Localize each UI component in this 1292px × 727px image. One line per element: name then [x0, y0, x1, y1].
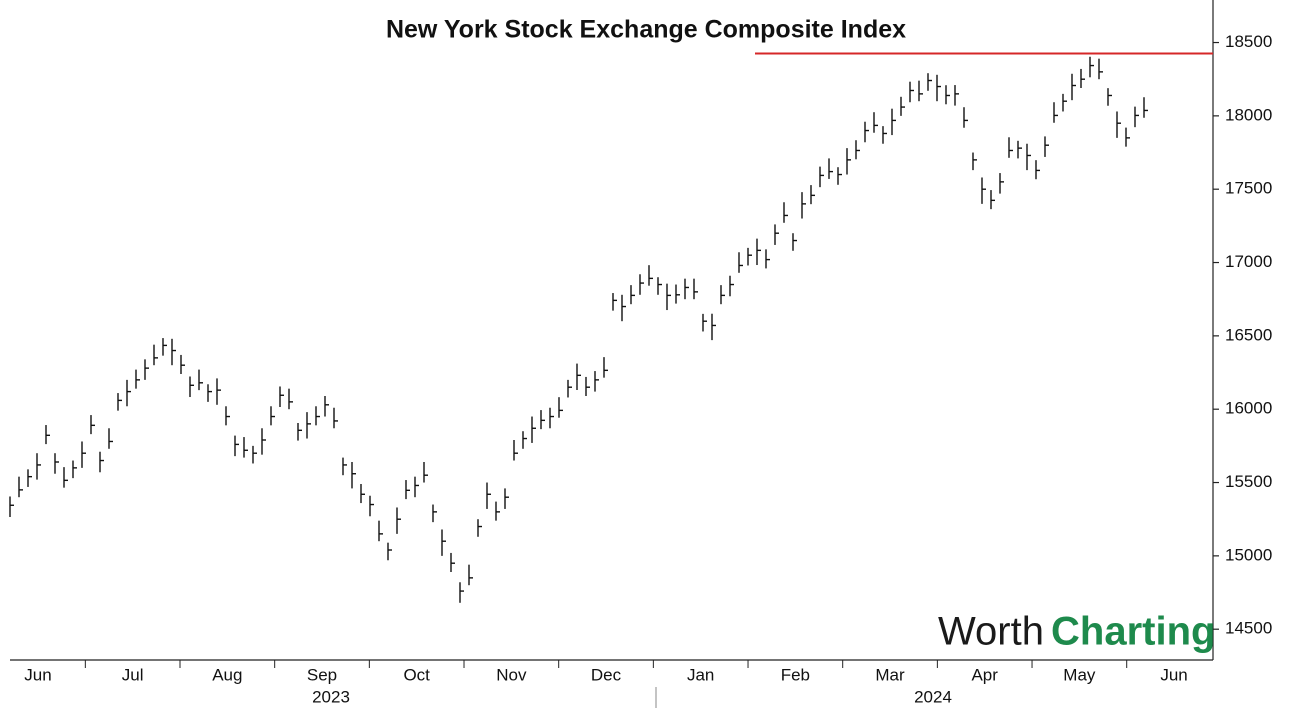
- x-tick-label: Feb: [781, 665, 810, 684]
- x-tick-label: Oct: [403, 665, 430, 684]
- x-tick-label: Apr: [971, 665, 998, 684]
- y-tick-label: 18500: [1225, 32, 1272, 51]
- y-tick-label: 16500: [1225, 325, 1272, 344]
- chart-title: New York Stock Exchange Composite Index: [386, 16, 906, 44]
- y-tick-label: 18000: [1225, 105, 1272, 124]
- year-label: 2023: [312, 687, 350, 706]
- y-tick-label: 17500: [1225, 179, 1272, 198]
- y-tick-label: 15000: [1225, 545, 1272, 564]
- x-tick-label: May: [1063, 665, 1096, 684]
- x-tick-label: Jun: [24, 665, 51, 684]
- x-tick-label: Sep: [307, 665, 337, 684]
- x-tick-label: Mar: [875, 665, 905, 684]
- watermark-charting: Charting: [1051, 610, 1215, 654]
- y-tick-label: 17000: [1225, 252, 1272, 271]
- y-tick-label: 15500: [1225, 472, 1272, 491]
- x-tick-label: Aug: [212, 665, 242, 684]
- x-tick-label: Jul: [122, 665, 144, 684]
- watermark-worth: Worth: [938, 610, 1044, 654]
- x-tick-label: Jun: [1160, 665, 1187, 684]
- x-tick-label: Jan: [687, 665, 714, 684]
- y-tick-label: 16000: [1225, 399, 1272, 418]
- y-tick-label: 14500: [1225, 619, 1272, 638]
- year-label: 2024: [914, 687, 952, 706]
- x-tick-label: Nov: [496, 665, 527, 684]
- x-tick-label: Dec: [591, 665, 622, 684]
